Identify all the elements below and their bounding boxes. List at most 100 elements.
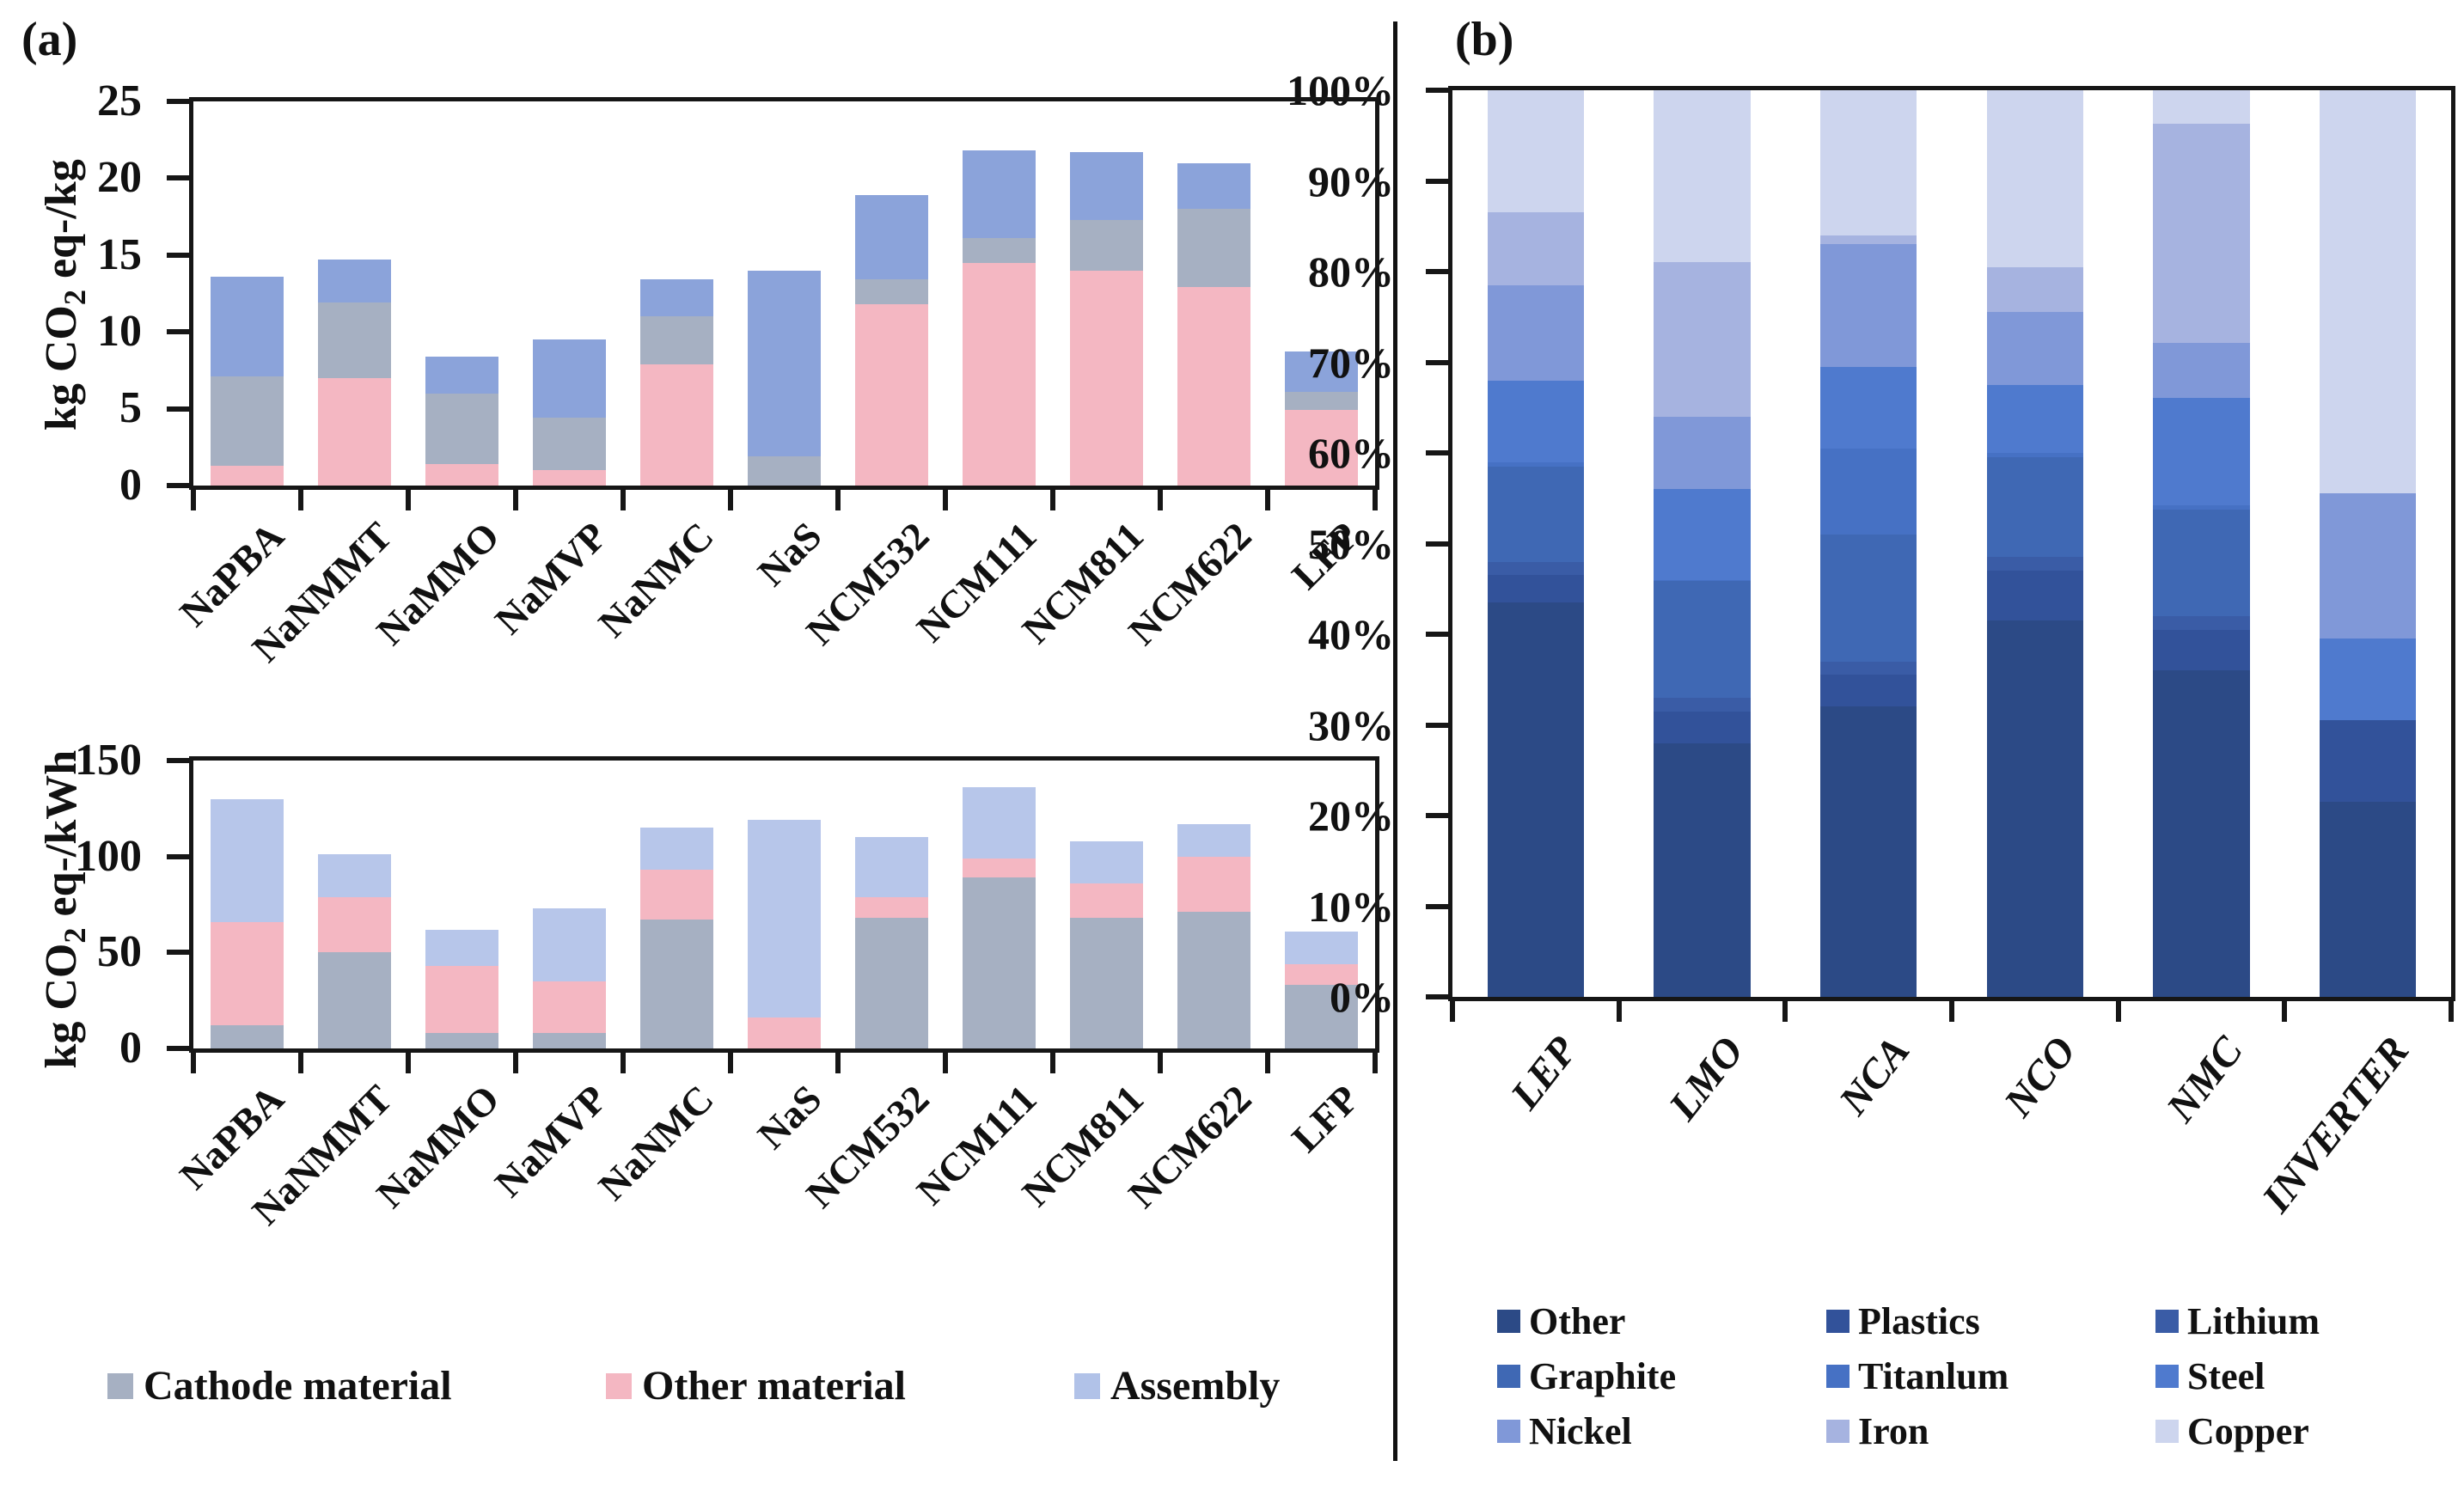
y-tick-label-emissions-per-kwh: 100 <box>75 831 142 881</box>
bar-segment-lep-plastics <box>1487 575 1584 603</box>
panel-b-label: (b) <box>1455 13 1514 66</box>
legend-item-other: Other <box>1497 1299 1625 1343</box>
bar-segment-ncm622-cathode-material <box>1177 209 1250 288</box>
bar-segment-ncm532-cathode-material <box>855 279 928 304</box>
legend-label-other: Other <box>1529 1300 1626 1342</box>
y-tick-mark-emissions-per-kg <box>167 406 189 412</box>
legend-item-steel: Steel <box>2155 1354 2265 1398</box>
bar-segment-namvp-assembly <box>533 339 606 419</box>
x-category-label-nca: NCA <box>1831 1028 1919 1124</box>
legend-item-iron: Iron <box>1826 1409 1929 1453</box>
bar-segment-nanmc-assembly <box>640 279 713 317</box>
y-axis-title-kg-sub: 2 <box>58 289 93 306</box>
y-tick-label-emissions-per-kg: 15 <box>97 229 142 279</box>
y-tick-mark-material-composition-percent <box>1426 722 1448 728</box>
x-tick-mark-emissions-per-kwh <box>835 1053 841 1073</box>
x-tick-mark-material-composition-percent <box>1450 1001 1455 1022</box>
bar-segment-lep-iron <box>1487 212 1584 285</box>
bar-segment-lmo-steel <box>1654 489 1751 580</box>
legend-swatch-copper <box>2155 1420 2179 1443</box>
legend-label-titanlum: Titanlum <box>1858 1355 2009 1397</box>
legend-swatch-titanlum <box>1826 1365 1850 1388</box>
bar-segment-lmo-plastics <box>1654 711 1751 743</box>
bar-segment-nmc-lithium <box>2153 615 2250 630</box>
x-tick-mark-emissions-per-kg <box>1050 490 1055 510</box>
y-tick-mark-material-composition-percent <box>1426 632 1448 637</box>
x-tick-mark-material-composition-percent <box>1782 1001 1788 1022</box>
y-tick-label-material-composition-percent: 70% <box>1308 338 1394 387</box>
bar-segment-nas-assembly <box>748 270 821 457</box>
x-tick-mark-emissions-per-kwh <box>1265 1053 1270 1073</box>
bar-segment-nas-assembly <box>748 820 821 1018</box>
bar-segment-nca-lithium <box>1820 661 1917 675</box>
y-tick-mark-emissions-per-kg <box>167 175 189 181</box>
legend-item-assembly: Assembly <box>1074 1362 1280 1409</box>
bar-segment-ncm111-other-material <box>963 262 1036 486</box>
bar-segment-lmo-graphite <box>1654 580 1751 698</box>
bar-segment-lep-lithium <box>1487 561 1584 576</box>
y-tick-label-emissions-per-kwh: 150 <box>75 735 142 785</box>
bar-segment-lep-graphite <box>1487 466 1584 562</box>
x-category-label-lfp: LFP <box>1282 1076 1367 1161</box>
bar-segment-nanmc-other-material <box>640 364 713 486</box>
x-tick-mark-emissions-per-kg <box>298 490 303 510</box>
bar-segment-nco-other <box>1986 620 2083 997</box>
bar-segment-ncm811-cathode-material <box>1070 219 1143 271</box>
bar-segment-lfp-cathode-material <box>1285 391 1358 411</box>
legend-label-steel: Steel <box>2187 1355 2265 1397</box>
y-tick-label-emissions-per-kg: 5 <box>119 383 142 433</box>
bar-segment-nmc-plastics <box>2153 629 2250 671</box>
bar-segment-napba-other-material <box>211 921 284 1026</box>
y-tick-label-material-composition-percent: 20% <box>1308 791 1394 840</box>
bar-segment-ncm811-assembly <box>1070 152 1143 220</box>
bar-segment-lep-titanlum <box>1487 461 1584 467</box>
y-tick-mark-material-composition-percent <box>1426 269 1448 274</box>
bar-segment-ncm622-other-material <box>1177 287 1250 486</box>
bar-segment-nco-lithium <box>1986 557 2083 571</box>
y-tick-mark-material-composition-percent <box>1426 88 1448 93</box>
y-tick-mark-material-composition-percent <box>1426 994 1448 999</box>
x-tick-mark-material-composition-percent <box>1616 1001 1622 1022</box>
legend-item-nickel: Nickel <box>1497 1409 1632 1453</box>
legend-swatch-assembly <box>1074 1372 1100 1399</box>
bar-segment-nanmc-assembly <box>640 828 713 871</box>
x-tick-mark-material-composition-percent <box>2449 1001 2454 1022</box>
y-tick-mark-emissions-per-kwh <box>167 1046 189 1051</box>
bar-segment-nanmc-other-material <box>640 870 713 920</box>
y-tick-mark-emissions-per-kwh <box>167 950 189 956</box>
bar-segment-lmo-titanlum <box>1654 579 1751 581</box>
y-tick-label-material-composition-percent: 60% <box>1308 429 1394 477</box>
bar-segment-lep-nickel <box>1487 284 1584 381</box>
y-tick-mark-emissions-per-kg <box>167 329 189 335</box>
bar-segment-napba-other-material <box>211 465 284 486</box>
x-tick-mark-emissions-per-kwh <box>621 1053 626 1073</box>
bar-segment-ncm532-assembly <box>855 837 928 897</box>
legend-item-titanlum: Titanlum <box>1826 1354 2008 1398</box>
x-tick-mark-emissions-per-kg <box>513 490 518 510</box>
bar-segment-inverter-steel <box>2320 639 2417 721</box>
x-category-label-lep: LEP <box>1501 1028 1587 1118</box>
bar-segment-inverter-other <box>2320 802 2417 997</box>
legend-swatch-steel <box>2155 1365 2179 1388</box>
bar-segment-nanmmt-cathode-material <box>318 952 391 1048</box>
y-tick-label-material-composition-percent: 10% <box>1308 882 1394 931</box>
panel-a-label: (a) <box>21 13 78 66</box>
bar-segment-nmc-copper <box>2153 90 2250 125</box>
bar-segment-nmc-iron <box>2153 124 2250 344</box>
legend-item-graphite: Graphite <box>1497 1354 1676 1398</box>
bar-segment-nammo-cathode-material <box>425 393 498 464</box>
bar-segment-lep-copper <box>1487 90 1584 213</box>
bar-segment-lfp-assembly <box>1285 351 1358 392</box>
y-tick-label-emissions-per-kg: 20 <box>97 153 142 203</box>
bar-segment-napba-cathode-material <box>211 376 284 466</box>
legend-label-plastics: Plastics <box>1858 1300 1980 1342</box>
x-tick-mark-emissions-per-kwh <box>1158 1053 1163 1073</box>
bar-segment-nammo-assembly <box>425 356 498 394</box>
bar-segment-lmo-nickel <box>1654 416 1751 490</box>
bar-segment-ncm111-cathode-material <box>963 238 1036 263</box>
bar-segment-ncm532-cathode-material <box>855 918 928 1048</box>
bar-segment-lfp-cathode-material <box>1285 985 1358 1048</box>
y-tick-mark-material-composition-percent <box>1426 359 1448 365</box>
bar-segment-ncm622-other-material <box>1177 856 1250 913</box>
x-category-label-nmc: NMC <box>2157 1028 2253 1131</box>
